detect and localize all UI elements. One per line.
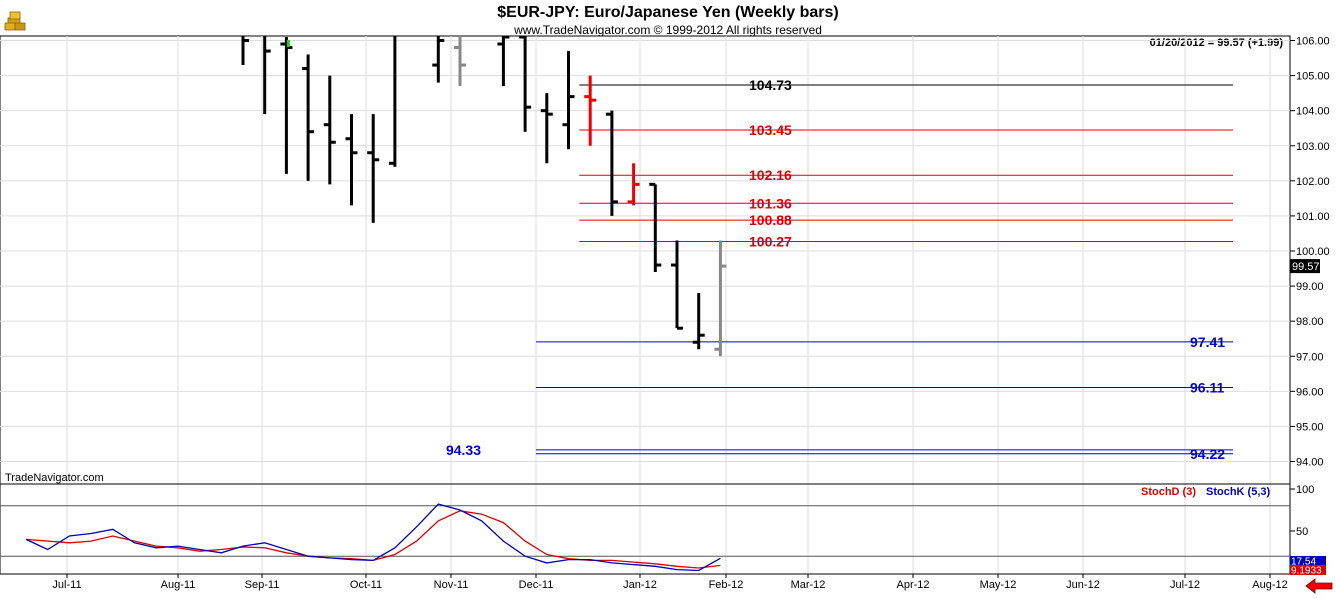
price-tick-label: 95.00 [1296, 421, 1324, 433]
level-label: 103.45 [749, 122, 792, 138]
ohlc-bar [671, 240, 683, 330]
ohlc-bar [280, 36, 293, 174]
price-tick-label: 101.00 [1296, 211, 1330, 223]
ohlc-bar [605, 110, 618, 216]
time-tick-label: Sep-11 [245, 579, 280, 591]
ohlc-bar [323, 75, 336, 185]
legend-entry: StochK (5,3) [1206, 486, 1271, 498]
ohlc-bar [540, 93, 553, 164]
price-tick-label: 103.00 [1296, 141, 1330, 153]
stoch-tick-label: 50 [1296, 526, 1308, 538]
price-tick-label: 102.00 [1296, 176, 1330, 188]
time-tick-label: Jan-12 [623, 579, 657, 591]
time-tick-label: Nov-11 [434, 579, 469, 591]
time-tick-label: May-12 [980, 579, 1017, 591]
price-tick-label: 96.00 [1296, 386, 1324, 398]
time-tick-label: Mar-12 [791, 579, 826, 591]
price-panel [0, 35, 1291, 485]
price-tick-label: 99.00 [1296, 281, 1324, 293]
time-tick-label: Dec-11 [519, 579, 554, 591]
price-tick-label: 104.00 [1296, 106, 1330, 118]
ohlc-bar [432, 36, 445, 83]
ohlc-bar [649, 182, 662, 273]
level-label: 102.16 [749, 167, 792, 183]
time-tick-label: Jul-12 [1170, 579, 1200, 591]
logo-icon [4, 11, 26, 31]
time-tick-label: Apr-12 [896, 579, 929, 591]
stoch-legend: StochD (3) StochK (5,3) [1141, 486, 1271, 498]
ohlc-bar [692, 293, 705, 350]
stoch-series-line [25, 510, 721, 569]
level-label: 94.33 [446, 442, 481, 458]
quote-readout: 01/20/2012 = 99.57 (+1.99) [1150, 37, 1284, 49]
ohlc-bar [519, 35, 532, 132]
ohlc-bar [263, 36, 271, 115]
time-tick-label: Feb-12 [709, 579, 744, 591]
price-gridlines [0, 36, 1290, 574]
level-label: 97.41 [1190, 334, 1225, 350]
chart-title: $EUR-JPY: Euro/Japanese Yen (Weekly bars… [497, 4, 838, 21]
stoch-lines [25, 503, 721, 572]
watermark-text: TradeNavigator.com [5, 472, 104, 484]
scroll-right-arrow-icon[interactable] [1305, 578, 1333, 594]
last-price-badge [1290, 259, 1320, 274]
ohlc-bar [388, 36, 397, 167]
time-tick-label: Jun-12 [1066, 579, 1100, 591]
legend-entry: StochD (3) [1141, 486, 1196, 498]
price-tick-label: 98.00 [1296, 316, 1324, 328]
copyright-text: www.TradeNavigator.com © 1999-2012 All r… [513, 23, 822, 37]
stoch-tick-label: 100 [1296, 484, 1314, 496]
time-tick-label: Jul-11 [52, 579, 81, 591]
last-price-label: 99.57 [1292, 261, 1320, 273]
level-label: 100.88 [749, 212, 792, 228]
level-label: 100.27 [749, 234, 792, 250]
ohlc-bar [454, 36, 466, 87]
stoch-last-badge [1290, 556, 1326, 566]
ohlc-bar [627, 163, 640, 206]
level-label: 94.22 [1190, 446, 1225, 462]
price-tick-label: 106.00 [1296, 36, 1330, 48]
price-tick-label: 94.00 [1296, 457, 1324, 469]
ohlc-bar [584, 75, 597, 146]
ohlc-bar [562, 51, 575, 150]
level-label: 96.11 [1190, 379, 1224, 395]
price-bars [241, 35, 727, 357]
ohlc-bar [241, 36, 249, 66]
price-tick-label: 105.00 [1296, 71, 1330, 83]
stoch-last-label: 9.1933 [1291, 566, 1322, 577]
time-axis: Jul-11 Aug-11 Sep-11 Oct-11 Nov-11 Dec-11 Jan-… [52, 574, 1288, 591]
stoch-last-badge [1290, 565, 1326, 575]
price-tick-label: 100.00 [1296, 246, 1330, 258]
level-label: 104.73 [749, 77, 792, 93]
price-tick-label: 97.00 [1296, 351, 1324, 363]
stoch-last-label: 17.54 [1291, 557, 1316, 568]
ohlc-bar [345, 114, 358, 206]
time-tick-label: Aug-12 [1252, 579, 1287, 591]
ohlc-bar [497, 35, 510, 87]
price-axis: 106.00 105.00 104.00 103.00 102.00 101.00 100.… [1290, 36, 1330, 469]
stoch-series-line [25, 503, 721, 572]
stoch-gridlines [0, 505, 1290, 557]
stoch-panel [0, 483, 1291, 575]
ohlc-bar [367, 114, 380, 223]
time-tick-label: Oct-11 [350, 579, 382, 591]
time-tick-label: Aug-11 [161, 579, 196, 591]
ohlc-bar [714, 240, 727, 357]
level-label: 101.36 [749, 195, 792, 211]
ohlc-bar [302, 54, 315, 181]
stoch-axis: 100 50 17.549.1933 [1290, 484, 1326, 577]
